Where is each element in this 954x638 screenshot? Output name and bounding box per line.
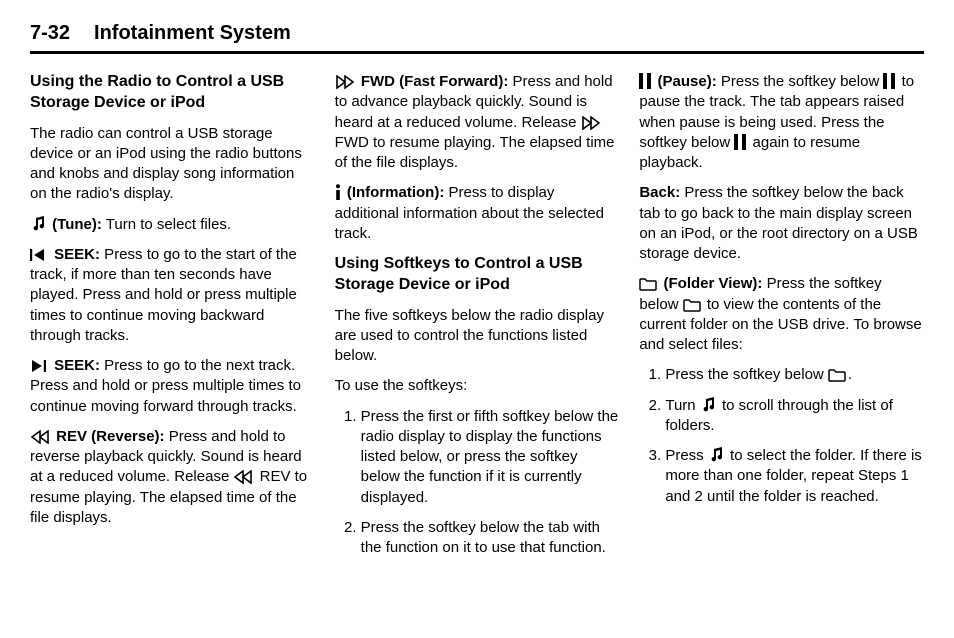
note-icon [700,397,716,413]
information-icon [335,184,341,200]
seek-next-icon [30,359,48,373]
fwd-item: FWD (Fast Forward): Press and hold to ad… [335,72,620,173]
body-columns: Using the Radio to Control a USB Storage… [30,72,924,568]
heading-softkeys: Using Softkeys to Control a USB Storage … [335,254,620,296]
folder-icon [683,298,701,312]
softkeys-lead: To use the softkeys: [335,376,620,396]
softkeys-steps: Press the first or fifth softkey below t… [335,407,620,559]
column-1: Using the Radio to Control a USB Storage… [30,72,315,568]
note-icon [708,447,724,463]
folder-steps: Press the softkey below . Turn to scroll… [639,365,924,507]
folder-step-3: Press to select the folder. If there is … [665,446,924,507]
seek-prev-label: SEEK: [54,246,100,263]
info-label: (Information): [347,184,444,201]
page-header: 7-32 Infotainment System [30,22,924,54]
tune-item: (Tune): Turn to select files. [30,215,315,235]
rev-label: REV (Reverse): [56,428,164,445]
seek-next-item: SEEK: Press to go to the next track. Pre… [30,356,315,417]
softkeys-step-2: Press the softkey below the tab with the… [361,518,620,559]
column-3: (Pause): Press the softkey below to paus… [639,72,924,568]
seek-next-label: SEEK: [54,357,100,374]
pause-label: (Pause): [658,73,717,90]
pause-item: (Pause): Press the softkey below to paus… [639,72,924,173]
heading-usb-radio: Using the Radio to Control a USB Storage… [30,72,315,114]
section-title: Infotainment System [94,22,291,45]
pause-body-a: Press the softkey below [717,73,884,90]
back-body: Press the softkey below the back tab to … [639,184,918,262]
folder-step-1: Press the softkey below . [665,365,924,385]
folder-icon [828,368,846,382]
pause-icon [883,73,895,89]
folder-step-2: Turn to scroll through the list of folde… [665,396,924,437]
folder-label: (Folder View): [664,275,763,292]
info-item: (Information): Press to display addition… [335,183,620,244]
rev-item: REV (Reverse): Press and hold to reverse… [30,427,315,528]
folder-icon [639,277,657,291]
fwd-label: FWD (Fast Forward): [361,73,509,90]
rev-icon [30,430,50,444]
back-item: Back: Press the softkey below the back t… [639,183,924,264]
page: 7-32 Infotainment System Using the Radio… [0,0,954,638]
softkeys-step-1: Press the first or fifth softkey below t… [361,407,620,508]
seek-prev-icon [30,248,48,262]
pause-icon [734,134,746,150]
fwd-body-b: FWD to resume playing. The elapsed time … [335,134,615,171]
back-label: Back: [639,184,680,201]
rev-icon [233,470,253,484]
folder-item: (Folder View): Press the softkey below t… [639,274,924,355]
fwd-icon [581,116,601,130]
intro-paragraph: The radio can control a USB storage devi… [30,124,315,205]
tune-body: Turn to select files. [102,216,231,233]
pause-icon [639,73,651,89]
note-icon [30,216,46,232]
softkeys-intro: The five softkeys below the radio displa… [335,306,620,367]
column-2: FWD (Fast Forward): Press and hold to ad… [335,72,620,568]
page-number: 7-32 [30,22,70,45]
fwd-icon [335,75,355,89]
seek-prev-item: SEEK: Press to go to the start of the tr… [30,245,315,346]
tune-label: (Tune): [52,216,102,233]
